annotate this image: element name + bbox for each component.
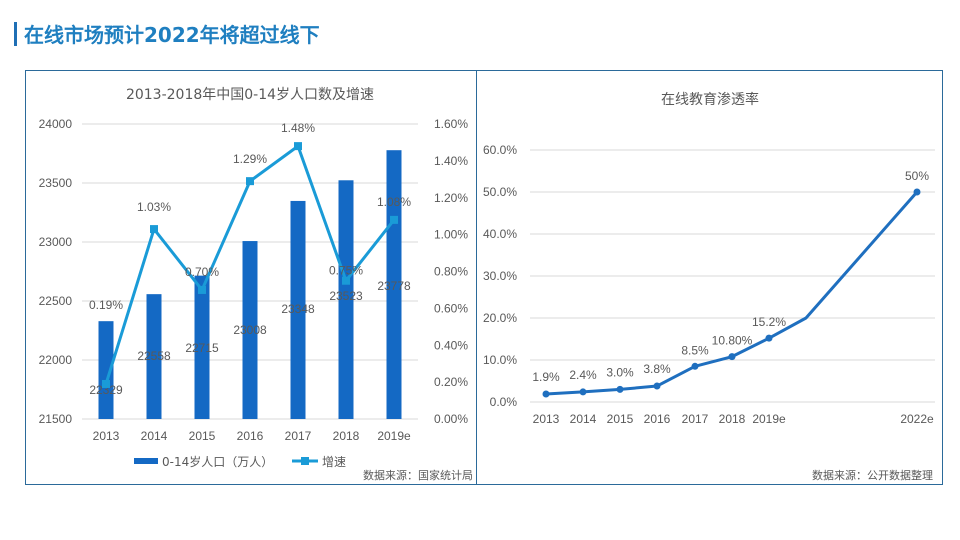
population-bar xyxy=(98,321,114,419)
x-tick-label: 2014 xyxy=(570,412,597,426)
penetration-data-label: 3.8% xyxy=(643,362,671,376)
x-tick-label: 2017 xyxy=(285,429,312,443)
charts-divider xyxy=(476,70,477,484)
x-tick-label: 2013 xyxy=(533,412,560,426)
population-bar xyxy=(290,200,306,419)
legend-growth-marker xyxy=(301,457,309,465)
x-tick-label: 2022e xyxy=(900,412,934,426)
x-tick-label: 2019e xyxy=(752,412,786,426)
y-tick-label: 60.0% xyxy=(483,143,517,157)
y-right-tick-label: 1.60% xyxy=(434,117,468,131)
x-tick-label: 2019e xyxy=(377,429,411,443)
y-tick-label: 20.0% xyxy=(483,311,517,325)
y-tick-label: 10.0% xyxy=(483,353,517,367)
penetration-marker xyxy=(765,334,773,342)
penetration-data-label: 3.0% xyxy=(606,365,634,379)
y-right-tick-label: 1.00% xyxy=(434,228,468,242)
penetration-data-label: 8.5% xyxy=(681,343,709,357)
x-tick-label: 2018 xyxy=(333,429,360,443)
page-title: 在线市场预计2022年将超过线下 xyxy=(24,23,320,47)
penetration-marker xyxy=(542,390,550,398)
bar-data-label: 23348 xyxy=(281,302,315,316)
bar-data-label: 23523 xyxy=(329,289,363,303)
penetration-marker xyxy=(653,382,661,390)
y-right-tick-label: 0.60% xyxy=(434,301,468,315)
growth-marker xyxy=(390,215,398,224)
y-left-tick-label: 24000 xyxy=(39,117,73,131)
bar-data-label: 22558 xyxy=(137,349,171,363)
y-left-tick-label: 23500 xyxy=(39,176,73,190)
x-tick-label: 2018 xyxy=(719,412,746,426)
penetration-marker xyxy=(616,385,624,393)
y-left-tick-label: 22000 xyxy=(39,353,73,367)
x-tick-label: 2015 xyxy=(189,429,216,443)
penetration-data-label: 10.80% xyxy=(712,334,753,348)
y-right-tick-label: 1.40% xyxy=(434,154,468,168)
population-bar xyxy=(194,275,210,419)
growth-data-label: 1.08% xyxy=(377,195,411,209)
penetration-marker xyxy=(579,388,587,396)
penetration-marker xyxy=(691,362,699,370)
y-tick-label: 50.0% xyxy=(483,185,517,199)
legend-growth-label: 增速 xyxy=(322,455,346,469)
x-tick-label: 2013 xyxy=(93,429,120,443)
bar-data-label: 22715 xyxy=(185,341,219,355)
y-right-tick-label: 1.20% xyxy=(434,191,468,205)
chart-title: 在线教育渗透率 xyxy=(661,91,759,108)
y-right-tick-label: 0.80% xyxy=(434,265,468,279)
x-tick-label: 2016 xyxy=(237,429,264,443)
growth-marker xyxy=(246,177,254,186)
growth-data-label: 1.03% xyxy=(137,200,171,214)
growth-data-label: 0.75% xyxy=(329,264,363,278)
population-bar xyxy=(242,241,258,419)
population-bar xyxy=(146,294,162,419)
data-source-label: 数据来源：国家统计局 xyxy=(363,468,473,482)
y-left-tick-label: 23000 xyxy=(39,235,73,249)
y-tick-label: 30.0% xyxy=(483,269,517,283)
bar-data-label: 23778 xyxy=(377,279,411,293)
growth-data-label: 1.29% xyxy=(233,152,267,166)
penetration-data-label: 2.4% xyxy=(569,368,597,382)
y-right-tick-label: 0.00% xyxy=(434,412,468,426)
growth-marker xyxy=(294,142,302,151)
legend-population-label: 0-14岁人口（万人） xyxy=(162,454,273,469)
x-tick-label: 2016 xyxy=(644,412,671,426)
charts-frame xyxy=(25,70,943,485)
penetration-data-label: 1.9% xyxy=(532,370,560,384)
y-left-tick-label: 22500 xyxy=(39,294,73,308)
growth-data-label: 1.48% xyxy=(281,121,315,135)
growth-data-label: 0.70% xyxy=(185,265,219,279)
growth-marker xyxy=(150,225,158,234)
growth-marker xyxy=(198,285,206,294)
data-source-label: 数据来源：公开数据整理 xyxy=(812,468,933,482)
population-bar xyxy=(338,180,354,419)
chart-title: 2013-2018年中国0-14岁人口数及增速 xyxy=(126,87,374,103)
y-tick-label: 0.0% xyxy=(490,395,518,409)
growth-data-label: 0.19% xyxy=(89,298,123,312)
bar-data-label: 23008 xyxy=(233,323,267,337)
y-right-tick-label: 0.20% xyxy=(434,375,468,389)
penetration-marker xyxy=(913,188,921,196)
penetration-marker xyxy=(728,353,736,361)
penetration-data-label: 50% xyxy=(905,169,929,183)
bar-data-label: 22329 xyxy=(89,383,123,397)
x-tick-label: 2015 xyxy=(607,412,634,426)
penetration-line xyxy=(545,191,919,396)
population-chart: 2013-2018年中国0-14岁人口数及增速 21500 22000 22500 23… xyxy=(39,87,473,482)
title-accent-bar xyxy=(14,22,17,46)
y-left-tick-label: 21500 xyxy=(39,412,73,426)
x-tick-label: 2017 xyxy=(682,412,709,426)
x-tick-label: 2014 xyxy=(141,429,168,443)
growth-marker xyxy=(342,276,350,285)
growth-marker xyxy=(102,379,110,388)
y-tick-label: 40.0% xyxy=(483,227,517,241)
penetration-data-label: 15.2% xyxy=(752,315,786,329)
y-right-tick-label: 0.40% xyxy=(434,338,468,352)
legend-population-swatch xyxy=(134,458,158,464)
